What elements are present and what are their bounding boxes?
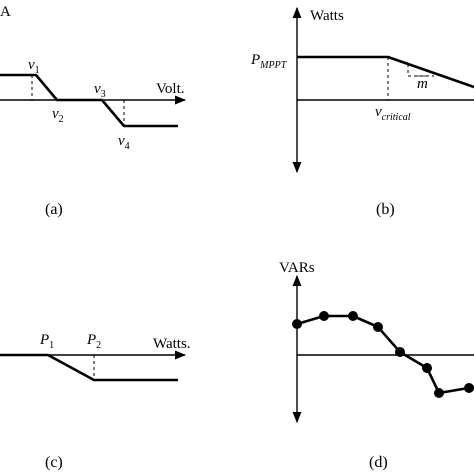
panel-b-curve xyxy=(297,55,474,89)
panel-c-point-p2: P2 xyxy=(86,332,101,351)
panel-a: A Volt. v1 v2 v3 v4 (a) xyxy=(0,4,187,218)
panel-b-slope-label: m xyxy=(417,76,428,92)
panel-b-caption: (b) xyxy=(376,201,395,218)
panel-b-axis-label: Watts xyxy=(310,8,344,24)
panel-d-caption: (d) xyxy=(369,454,388,471)
panel-a-axis-label: Volt. xyxy=(156,81,184,97)
panel-d-marker xyxy=(395,347,405,357)
panel-d-marker xyxy=(464,383,474,393)
panel-d-marker xyxy=(348,311,358,321)
panel-c-caption: (c) xyxy=(45,454,63,471)
panel-b: Watts PMPPT vcritical m (b) xyxy=(250,6,474,218)
panel-d-marker xyxy=(434,388,444,398)
panel-c-axis-label: Watts. xyxy=(153,336,191,352)
panel-a-top-fragment: A xyxy=(0,4,11,20)
panel-d-marker xyxy=(422,363,432,373)
panel-b-point-vcritical: vcritical xyxy=(375,104,411,123)
panel-a-point-v3: v3 xyxy=(94,81,106,100)
panel-c-curve xyxy=(0,353,178,382)
panel-a-point-v4: v4 xyxy=(118,133,130,152)
panel-a-caption: (a) xyxy=(45,201,63,218)
panel-d-markers xyxy=(292,311,474,398)
panel-b-point-pmppt: PMPPT xyxy=(250,52,288,71)
panel-d-marker xyxy=(292,319,302,329)
panel-c-point-p1: P1 xyxy=(39,332,54,351)
panel-d: VARs (d) xyxy=(279,260,474,471)
panel-c: Watts. P1 P2 (c) xyxy=(0,332,191,471)
panel-a-point-v2: v2 xyxy=(52,106,64,125)
panel-d-marker xyxy=(319,311,329,321)
panel-d-axis-label: VARs xyxy=(279,260,315,276)
panel-d-marker xyxy=(373,322,383,332)
panel-a-curve xyxy=(0,73,178,128)
panel-a-point-v1: v1 xyxy=(28,57,40,76)
